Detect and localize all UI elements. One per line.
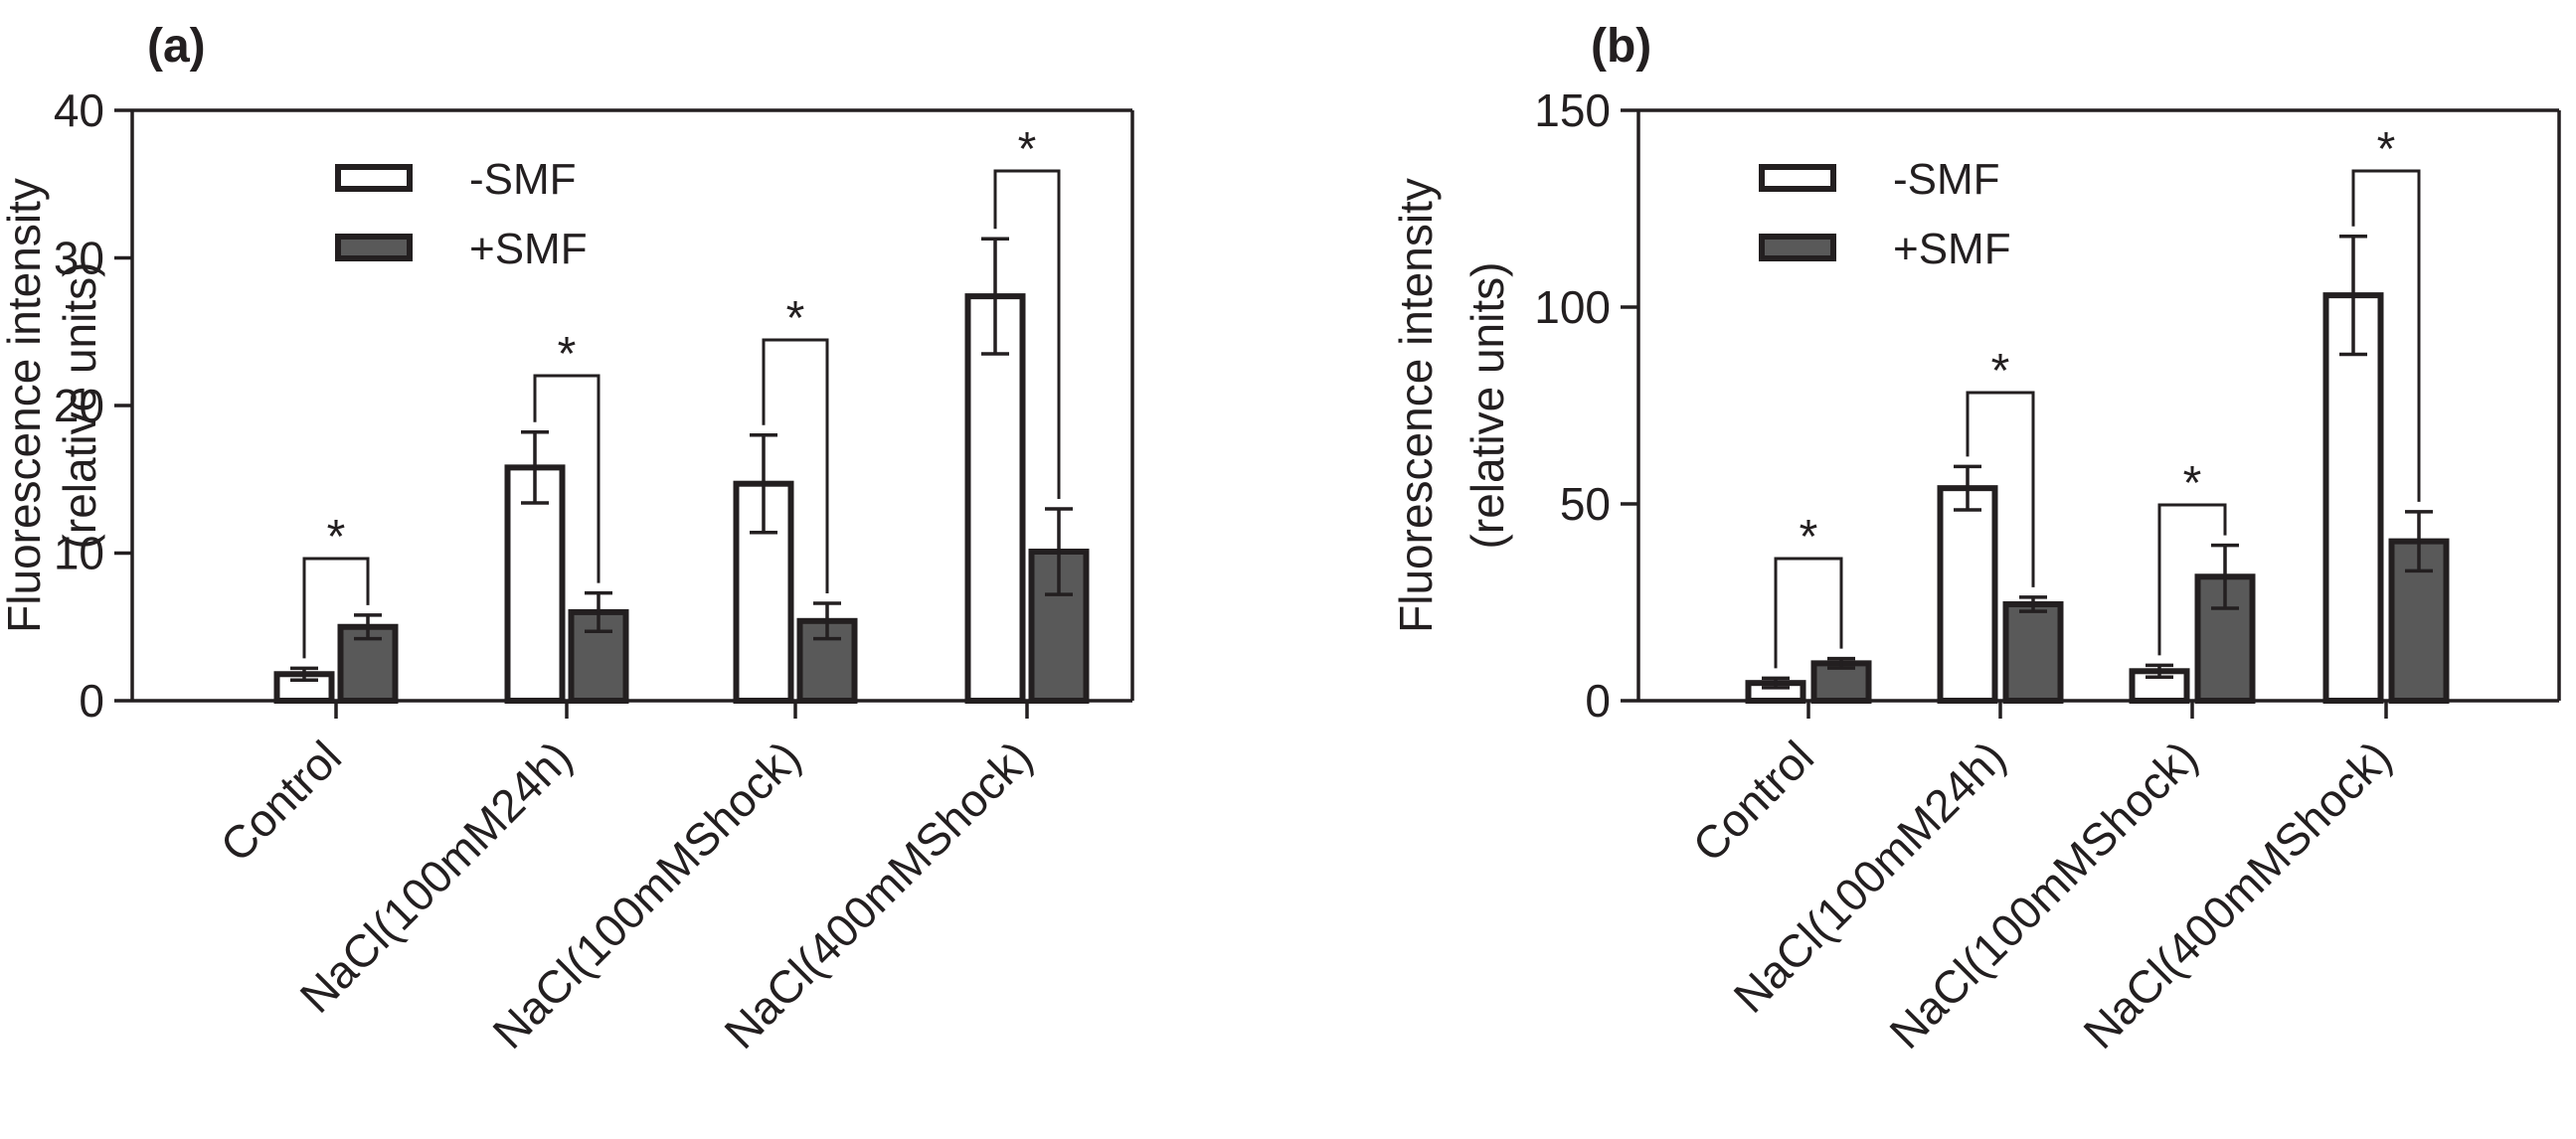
y-axis-label-units: (relative units) xyxy=(1461,262,1513,550)
error-bar xyxy=(585,590,612,633)
y-tick-label: 30 xyxy=(54,233,104,284)
y-tick-label: 0 xyxy=(79,675,104,727)
significance-bracket xyxy=(993,169,1061,499)
significance-marker: * xyxy=(786,292,805,345)
bar-minus-smf xyxy=(964,293,1026,704)
significance-marker: * xyxy=(1018,123,1037,176)
y-tick-label: 150 xyxy=(1534,84,1611,136)
legend-label: -SMF xyxy=(1893,155,2000,204)
bar-minus-smf xyxy=(2322,292,2384,704)
significance-bracket xyxy=(2157,503,2227,656)
error-bar xyxy=(750,432,777,535)
error-bar xyxy=(2339,234,2367,357)
error-bar xyxy=(2405,510,2433,573)
y-tick-label: 0 xyxy=(1585,675,1611,727)
legend-swatch-minus-smf xyxy=(335,164,413,192)
legend-label: +SMF xyxy=(1893,225,2011,273)
significance-marker: * xyxy=(1800,511,1818,564)
y-tick-label: 20 xyxy=(54,380,104,431)
y-tick-label: 40 xyxy=(54,84,104,136)
x-tick-label: Control xyxy=(210,731,351,872)
y-tick-label: 50 xyxy=(1560,478,1611,530)
y-axis-label: Fluorescence intensity xyxy=(0,178,50,633)
error-bar xyxy=(1827,656,1855,670)
panel-label: (a) xyxy=(147,20,206,73)
significance-marker: * xyxy=(327,511,346,564)
legend-swatch-plus-smf xyxy=(1759,234,1836,261)
y-axis-label-units: (relative units) xyxy=(54,262,105,550)
significance-marker: * xyxy=(2183,457,2202,510)
legend-label: +SMF xyxy=(469,225,588,273)
y-tick-label: 100 xyxy=(1534,281,1611,333)
panel-label: (b) xyxy=(1591,20,1651,73)
y-axis-label: Fluorescence intensity xyxy=(1390,178,1442,633)
chart-panel-b: (b) 0 50 100 150 Fluorescence intensity (relat… xyxy=(1390,20,2561,1058)
significance-bracket xyxy=(762,338,829,593)
legend-swatch-plus-smf xyxy=(335,234,413,261)
error-bar xyxy=(1762,676,1790,690)
significance-marker: * xyxy=(1991,345,2010,398)
error-bar xyxy=(1045,507,1073,596)
error-bar xyxy=(2019,595,2047,613)
significance-marker: * xyxy=(2377,123,2396,176)
error-bar xyxy=(290,666,318,682)
significance-bracket xyxy=(533,374,601,583)
y-tick-label: 10 xyxy=(54,528,104,579)
error-bar xyxy=(2146,663,2173,679)
significance-bracket xyxy=(1966,391,2035,587)
legend-swatch-minus-smf xyxy=(1759,164,1836,192)
legend-label: -SMF xyxy=(469,155,577,204)
significance-bracket xyxy=(302,557,370,659)
error-bar xyxy=(981,237,1009,356)
bar-minus-smf xyxy=(1937,485,1998,704)
significance-bracket xyxy=(2351,169,2421,502)
error-bar xyxy=(1954,464,1981,512)
significance-bracket xyxy=(1774,557,1843,669)
bar-plus-smf xyxy=(2002,600,2064,704)
error-bar xyxy=(521,429,549,505)
significance-marker: * xyxy=(558,328,577,381)
error-bar xyxy=(354,613,382,641)
error-bar xyxy=(813,601,841,641)
x-tick-label: Control xyxy=(1682,731,1823,872)
error-bar xyxy=(2211,543,2239,610)
